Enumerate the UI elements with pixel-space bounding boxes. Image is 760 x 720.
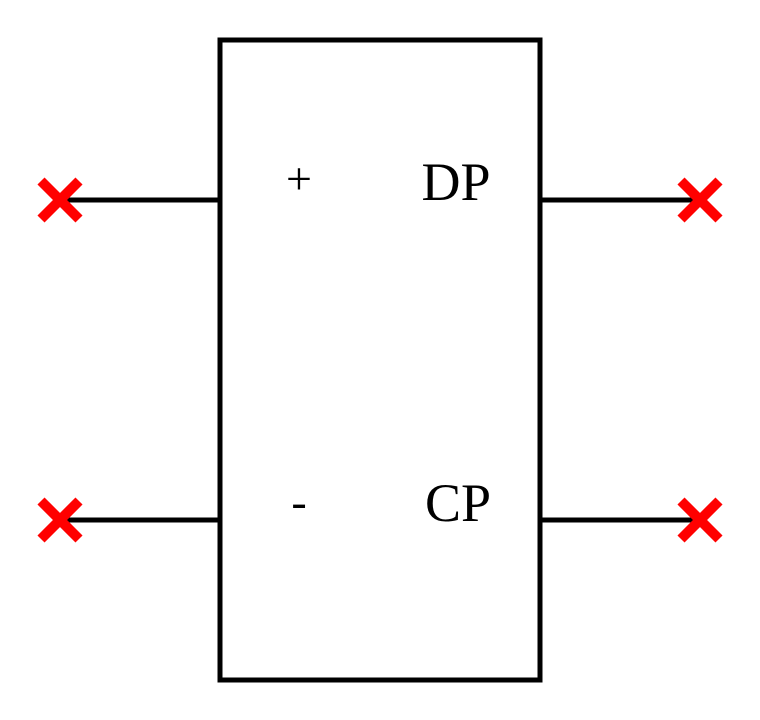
x-mark-icon [677,497,723,543]
x-mark-icon [37,497,83,543]
port-label-dp: DP [421,152,490,212]
x-mark-icon [677,177,723,223]
port-label-minus: - [291,476,306,527]
port-label-cp: CP [425,473,491,533]
x-mark-icon [37,177,83,223]
port-label-plus: + [286,153,312,204]
component-block[interactable] [217,37,543,683]
